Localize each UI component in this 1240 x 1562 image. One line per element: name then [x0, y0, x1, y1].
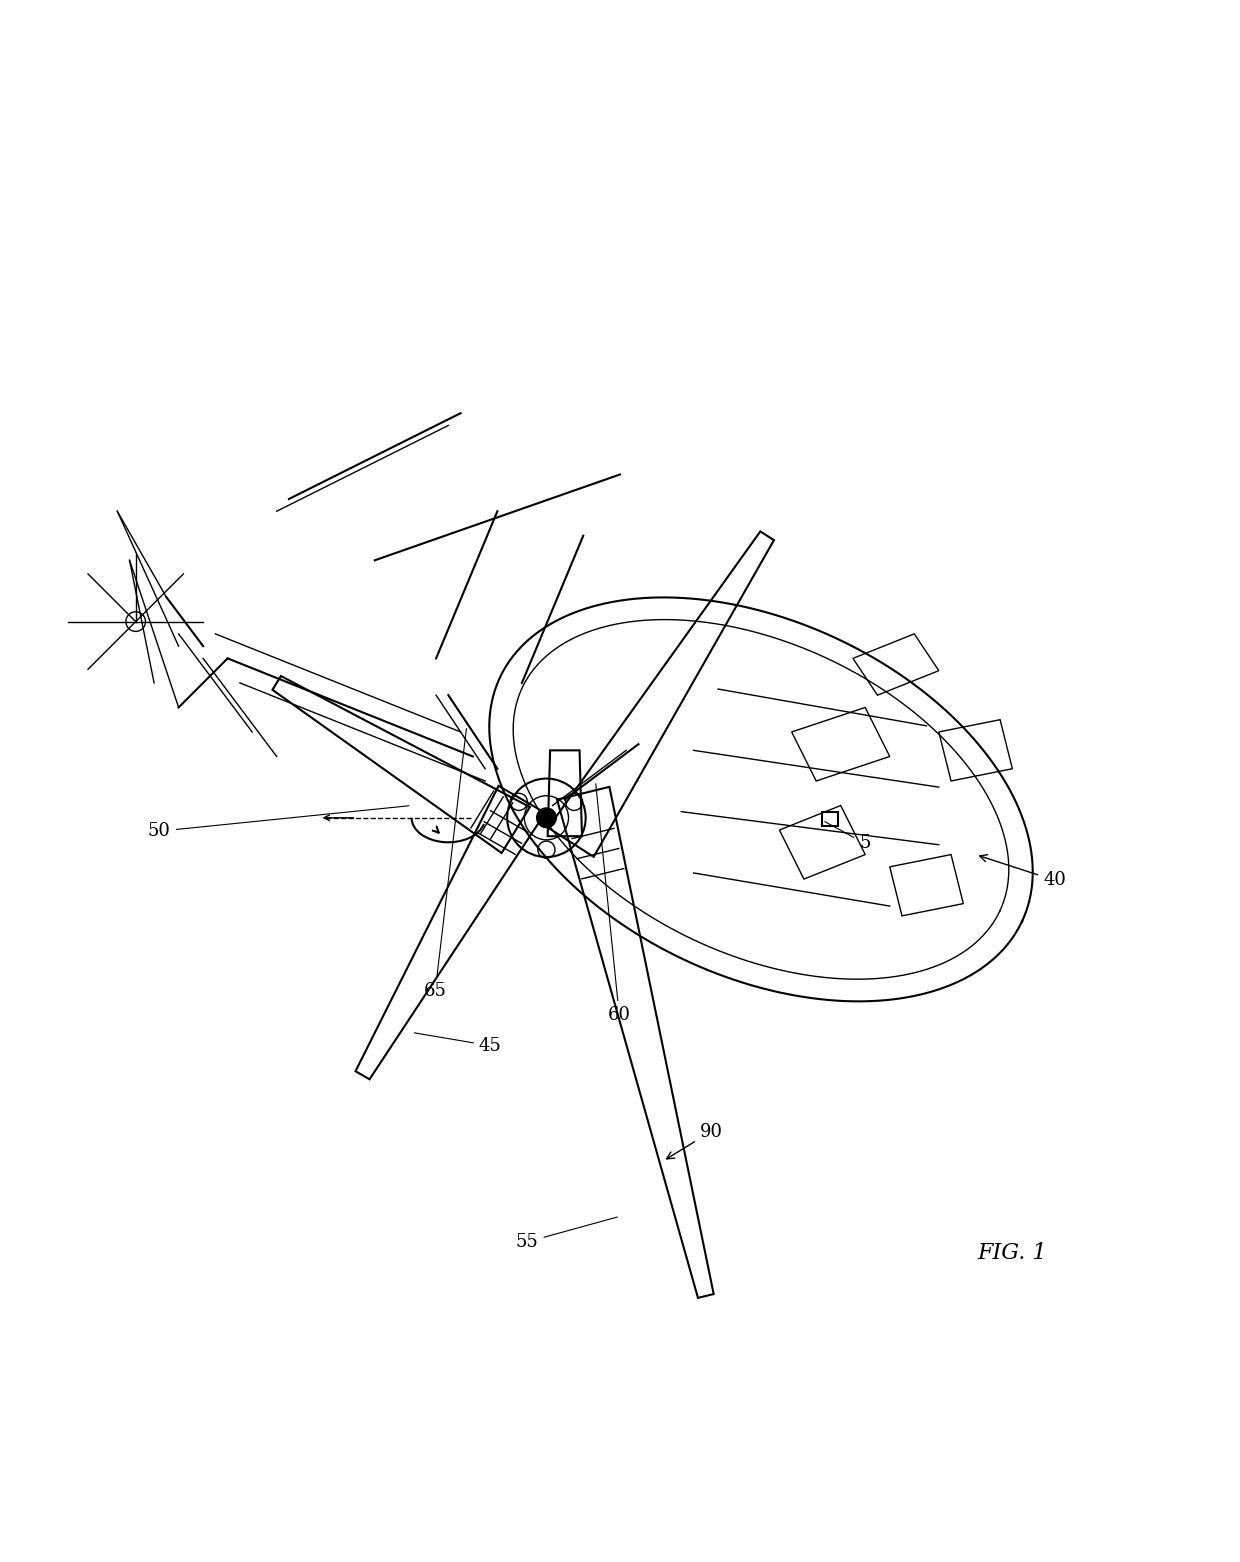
Text: 45: 45: [414, 1032, 502, 1054]
Text: 60: 60: [595, 784, 631, 1025]
Circle shape: [537, 808, 557, 828]
Text: 90: 90: [667, 1123, 723, 1159]
Text: 40: 40: [980, 854, 1066, 889]
Text: 50: 50: [148, 806, 409, 840]
Text: 55: 55: [516, 1217, 618, 1251]
Text: 65: 65: [424, 728, 466, 1000]
Text: 5: 5: [825, 822, 870, 853]
Text: FIG. 1: FIG. 1: [977, 1242, 1047, 1264]
